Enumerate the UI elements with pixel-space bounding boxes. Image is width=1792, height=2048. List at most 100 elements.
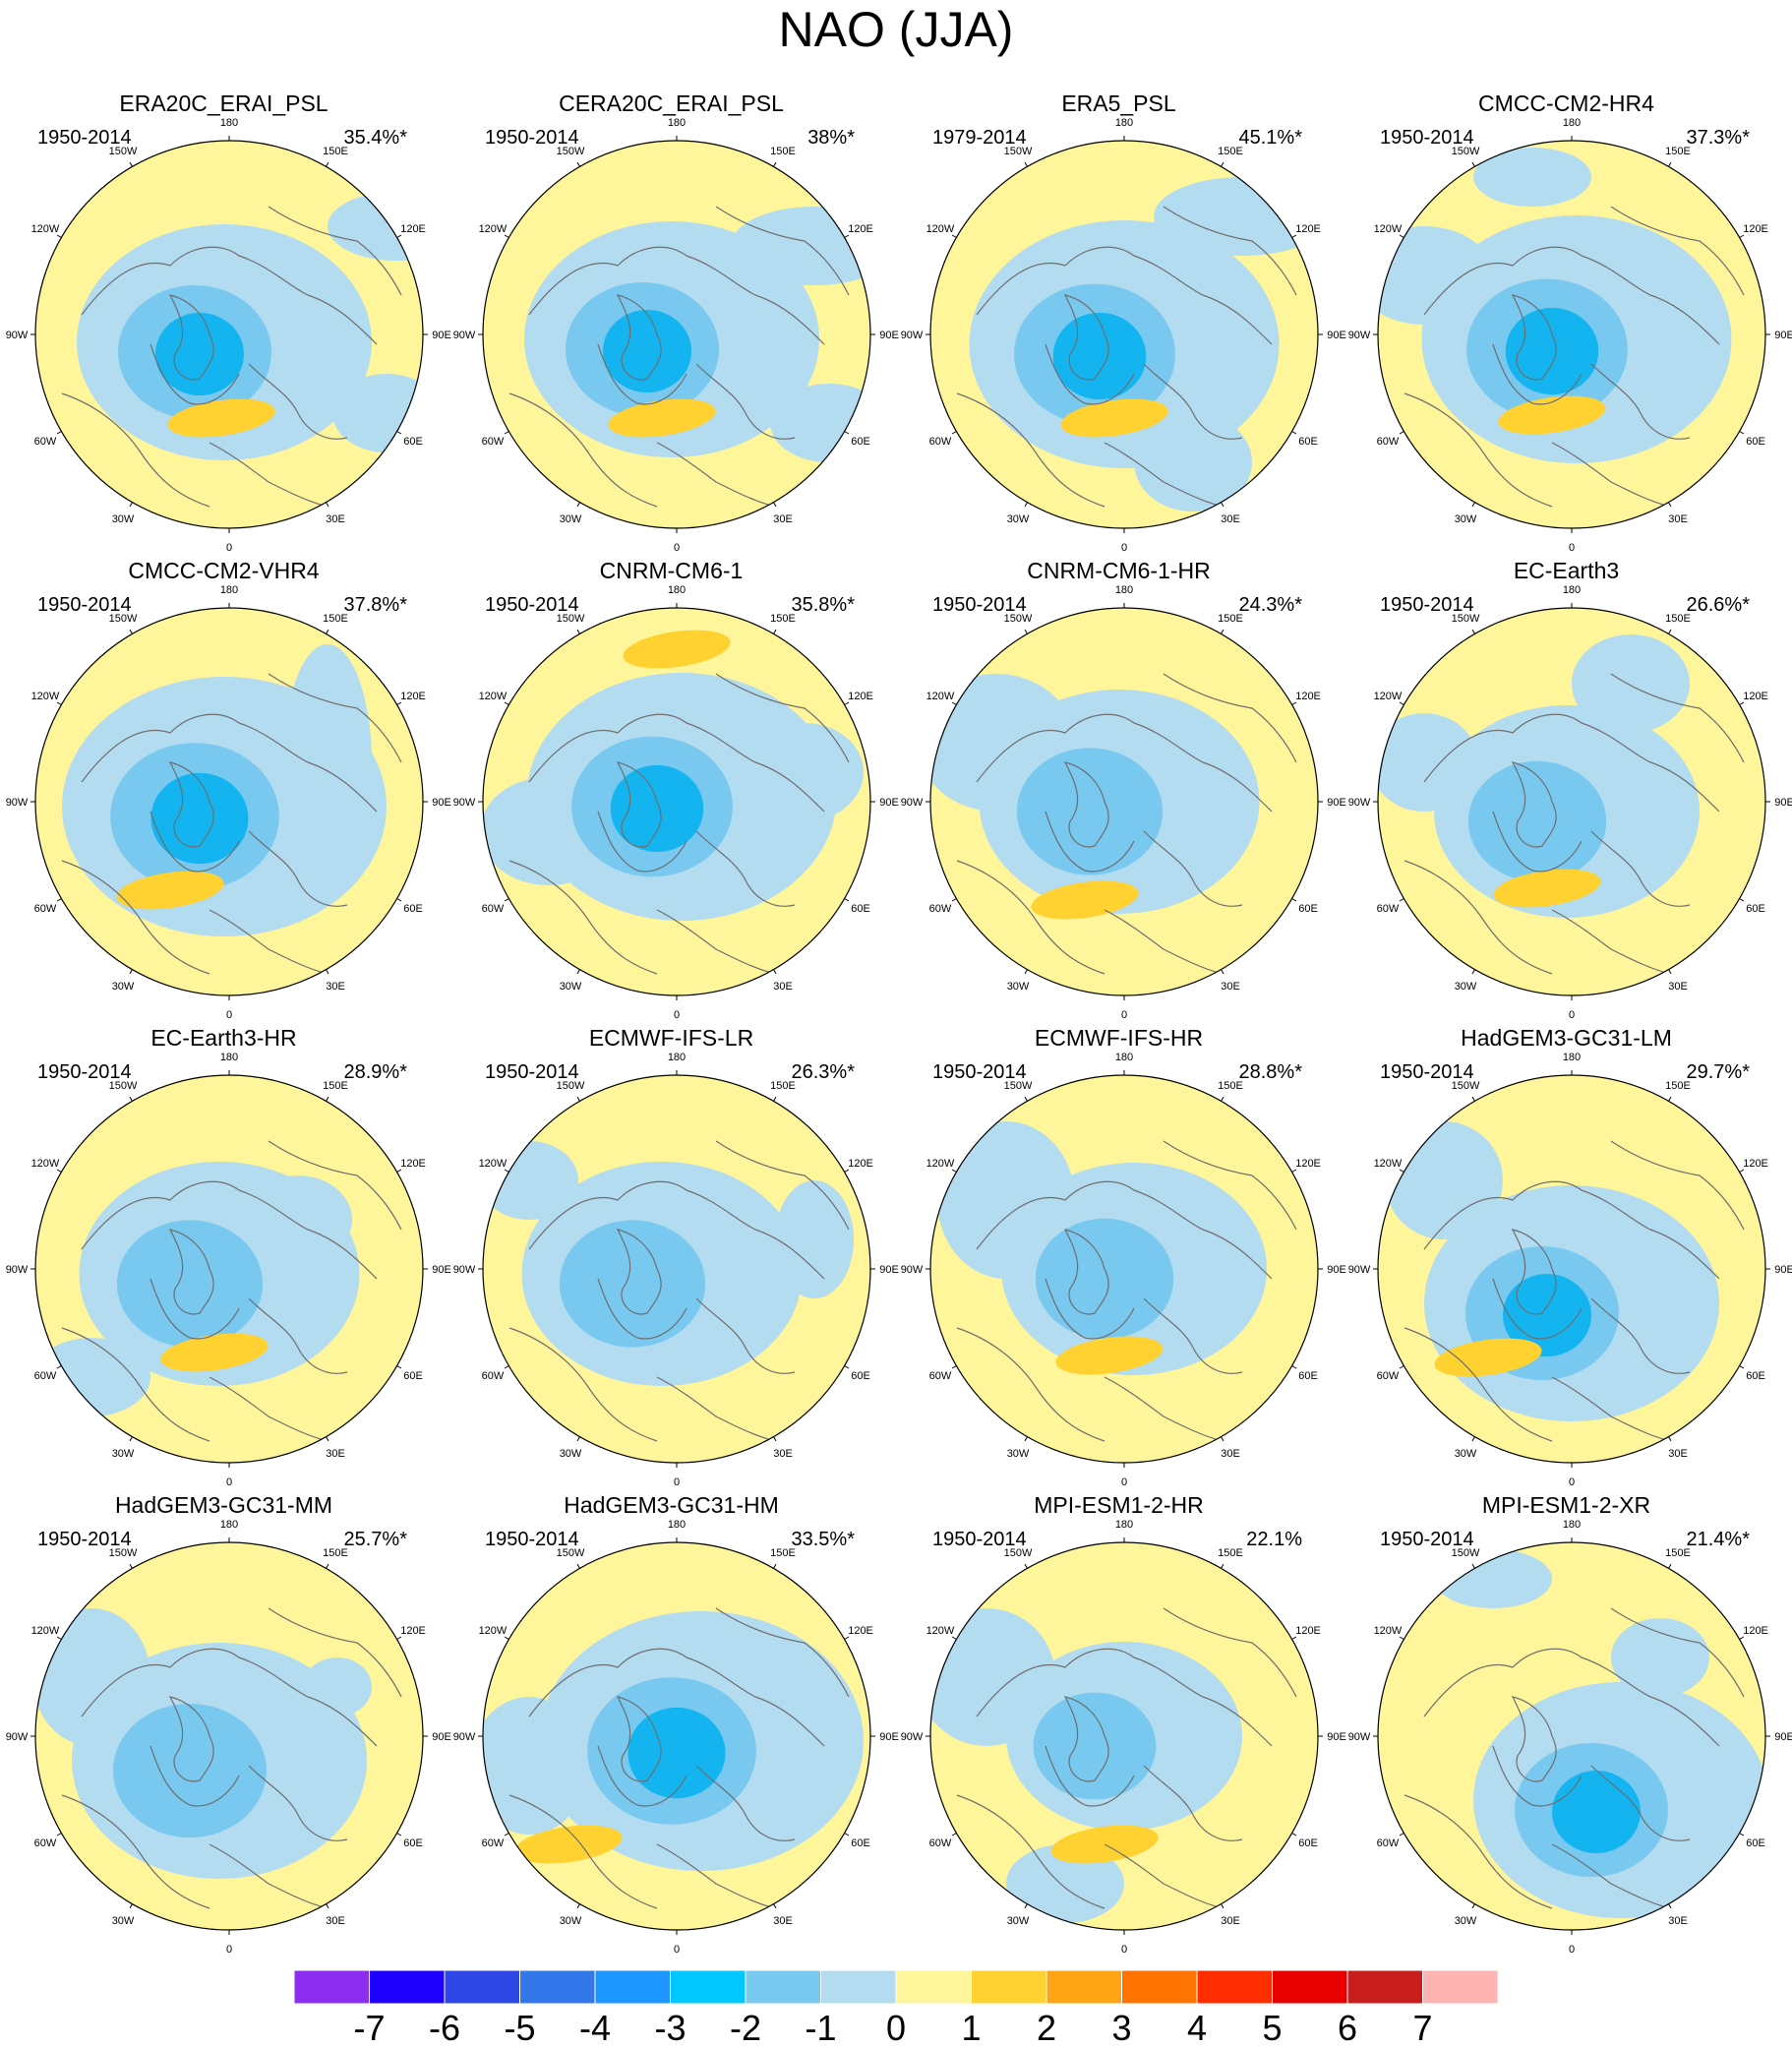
longitude-label: 90E bbox=[1774, 330, 1792, 341]
longitude-label: 120E bbox=[848, 1625, 873, 1637]
longitude-label: 90W bbox=[1348, 1731, 1371, 1743]
longitude-label: 180 bbox=[220, 117, 238, 129]
longitude-label: 90E bbox=[879, 1731, 899, 1743]
longitude-label: 120W bbox=[31, 1158, 60, 1170]
panel-title: EC-Earth3 bbox=[1513, 558, 1620, 583]
longitude-label: 60W bbox=[482, 436, 505, 448]
longitude-label: 30E bbox=[773, 513, 793, 525]
longitude-label: 150E bbox=[323, 1080, 348, 1092]
longitude-label: 60W bbox=[1377, 1837, 1400, 1849]
longitude-label: 30W bbox=[1455, 1448, 1477, 1460]
map-panel: CNRM-CM6-1-HR 1950-2014 24.3%* 180 150E 120E 9… bbox=[895, 556, 1346, 1024]
longitude-label: 30E bbox=[1221, 981, 1240, 993]
longitude-label: 0 bbox=[674, 542, 680, 554]
longitude-label: 120W bbox=[479, 691, 508, 702]
longitude-label: 150W bbox=[109, 1080, 138, 1092]
colorbar-labels: -7 -6 -5 -4 -3 -2 -1 0 1 2 3 4 5 6 7 bbox=[0, 2011, 1792, 2046]
map-panel: HadGEM3-GC31-LM 1950-2014 29.7%* 180 150E 120… bbox=[1343, 1023, 1792, 1491]
longitude-label: 150W bbox=[1004, 1547, 1033, 1559]
panel-title: ERA5_PSL bbox=[1061, 90, 1176, 116]
map-panel: EC-Earth3-HR 1950-2014 28.9%* 180 150E 120E 90… bbox=[0, 1023, 451, 1491]
negative-anomaly-region bbox=[1378, 226, 1493, 325]
longitude-label: 90W bbox=[1348, 1264, 1371, 1276]
longitude-label: 60E bbox=[403, 1837, 423, 1849]
negative-anomaly-region bbox=[731, 207, 870, 285]
panel-title: CNRM-CM6-1-HR bbox=[1027, 558, 1211, 583]
longitude-label: 30W bbox=[112, 1448, 135, 1460]
panel-title: MPI-ESM1-2-HR bbox=[1034, 1492, 1204, 1518]
longitude-label: 90E bbox=[1327, 797, 1346, 809]
colorbar-swatch bbox=[1422, 1970, 1498, 2004]
longitude-label: 30E bbox=[773, 1915, 793, 1927]
longitude-label: 150E bbox=[323, 613, 348, 625]
longitude-label: 120E bbox=[1743, 691, 1768, 702]
negative-anomaly-region bbox=[1473, 148, 1591, 207]
negative-anomaly-core bbox=[1016, 748, 1164, 875]
longitude-label: 120W bbox=[926, 1158, 955, 1170]
positive-anomaly-center bbox=[623, 630, 731, 669]
negative-anomaly-region bbox=[283, 644, 372, 880]
colorbar-swatch bbox=[820, 1970, 897, 2004]
longitude-label: 60E bbox=[1746, 436, 1765, 448]
polar-map: 180 150E 120E 90E 60E 30E 0 30W 60W 90W 120W 150W bbox=[1348, 584, 1792, 1021]
longitude-label: 90E bbox=[879, 330, 899, 341]
positive-anomaly-center bbox=[1434, 1338, 1542, 1377]
panel-title: ERA20C_ERAI_PSL bbox=[119, 90, 329, 116]
panel-variance-explained: 28.8%* bbox=[1238, 1061, 1303, 1083]
longitude-label: 90E bbox=[1774, 1264, 1792, 1276]
negative-anomaly-core bbox=[1467, 760, 1607, 882]
map-panel: HadGEM3-GC31-HM 1950-2014 33.5%* 180 150E 120… bbox=[448, 1490, 899, 1958]
longitude-label: 30E bbox=[1668, 981, 1688, 993]
longitude-label: 120W bbox=[1374, 691, 1403, 702]
panel-period: 1950-2014 bbox=[37, 1061, 132, 1083]
longitude-label: 60E bbox=[1298, 1837, 1318, 1849]
longitude-label: 180 bbox=[1563, 117, 1581, 129]
colorbar-tick-label: 5 bbox=[1262, 2008, 1283, 2048]
negative-anomaly-region bbox=[746, 723, 864, 821]
longitude-label: 150W bbox=[109, 1547, 138, 1559]
longitude-label: 150E bbox=[1665, 613, 1691, 625]
longitude-label: 120E bbox=[1743, 1625, 1768, 1637]
negative-anomaly-center bbox=[150, 772, 249, 865]
negative-anomaly-center bbox=[1552, 1771, 1641, 1853]
colorbar-swatch bbox=[369, 1970, 446, 2004]
colorbar-swatch bbox=[895, 1970, 972, 2004]
longitude-label: 0 bbox=[226, 1476, 232, 1488]
longitude-label: 150W bbox=[557, 1547, 585, 1559]
longitude-label: 90E bbox=[1327, 1264, 1346, 1276]
longitude-label: 90E bbox=[432, 1731, 451, 1743]
longitude-label: 120W bbox=[926, 691, 955, 702]
polar-map: 180 150E 120E 90E 60E 30E 0 30W 60W 90W 120W 150W bbox=[453, 1052, 899, 1488]
longitude-label: 60E bbox=[851, 1370, 870, 1382]
longitude-label: 120E bbox=[1295, 1158, 1321, 1170]
polar-map: 180 150E 120E 90E 60E 30E 0 30W 60W 90W 120W 150W bbox=[901, 1519, 1346, 1956]
longitude-label: 120E bbox=[1295, 1625, 1321, 1637]
longitude-label: 180 bbox=[1115, 584, 1133, 596]
polar-map: 180 150E 120E 90E 60E 30E 0 30W 60W 90W 120W 150W bbox=[453, 1519, 899, 1956]
panel-title: HadGEM3-GC31-LM bbox=[1461, 1025, 1672, 1051]
longitude-label: 60E bbox=[1298, 903, 1318, 915]
colorbar-tick-label: 1 bbox=[961, 2008, 982, 2048]
colorbar-tick-label: -5 bbox=[504, 2008, 536, 2048]
longitude-label: 180 bbox=[220, 1052, 238, 1063]
polar-map: 180 150E 120E 90E 60E 30E 0 30W 60W 90W 120W 150W bbox=[1348, 1519, 1792, 1956]
colorbar-tick-label: 0 bbox=[885, 2008, 907, 2048]
panel-period: 1950-2014 bbox=[932, 594, 1027, 616]
longitude-label: 180 bbox=[1563, 1519, 1581, 1531]
colorbar-tick-label: -1 bbox=[805, 2008, 837, 2048]
panel-variance-explained: 25.7%* bbox=[343, 1529, 408, 1550]
longitude-label: 150W bbox=[557, 146, 585, 157]
longitude-label: 120W bbox=[31, 691, 60, 702]
panel-variance-explained: 22.1% bbox=[1246, 1529, 1302, 1550]
panel-period: 1950-2014 bbox=[485, 1061, 579, 1083]
negative-anomaly-region bbox=[244, 1175, 352, 1264]
longitude-label: 180 bbox=[668, 1052, 686, 1063]
colorbar-tick-label: -6 bbox=[428, 2008, 461, 2048]
longitude-label: 90W bbox=[1348, 797, 1371, 809]
panel-variance-explained: 37.3%* bbox=[1686, 127, 1751, 149]
longitude-label: 30E bbox=[1221, 513, 1240, 525]
negative-anomaly-region bbox=[332, 374, 423, 452]
longitude-label: 0 bbox=[1569, 1476, 1575, 1488]
longitude-label: 30E bbox=[326, 1448, 345, 1460]
panel-title: CNRM-CM6-1 bbox=[599, 558, 744, 583]
